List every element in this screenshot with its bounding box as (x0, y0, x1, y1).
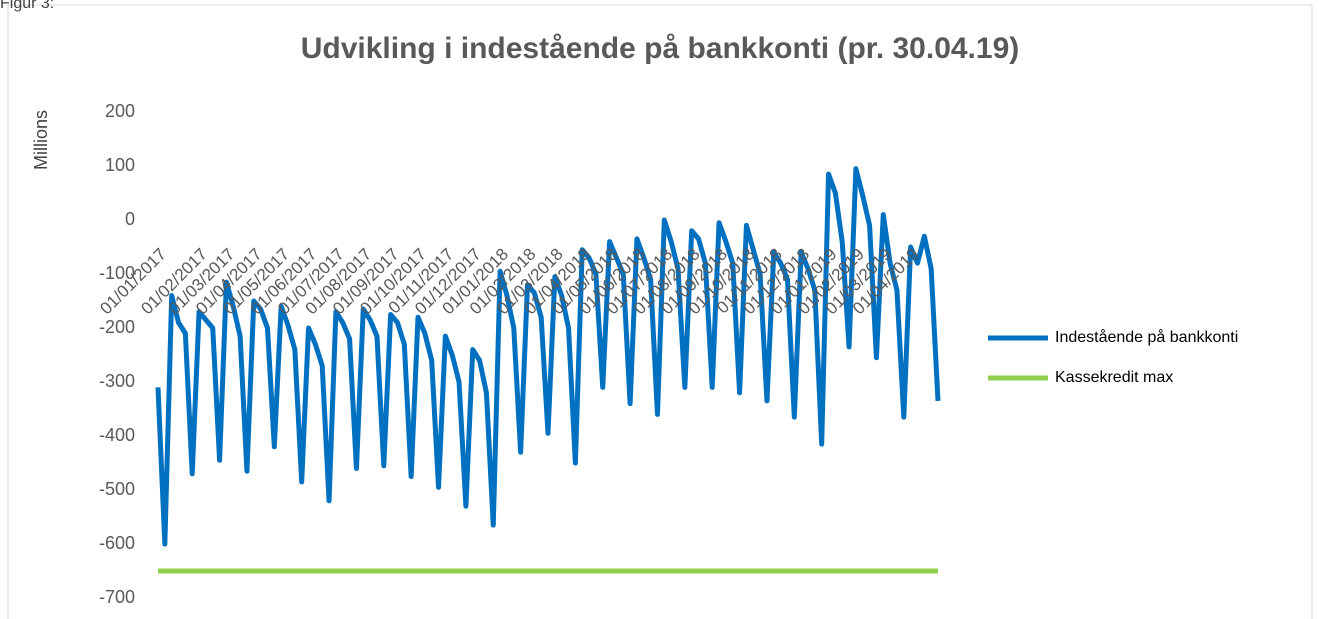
y-tick-label: -200 (99, 317, 135, 337)
legend-label: Kassekredit max (1055, 369, 1173, 386)
caption: Figur 3: (0, 0, 54, 12)
y-tick-label: 0 (125, 209, 135, 229)
y-tick-label: -100 (99, 263, 135, 283)
y-tick-label: 200 (105, 101, 135, 121)
y-tick-label: -400 (99, 425, 135, 445)
y-tick-label: -300 (99, 371, 135, 391)
legend-label: Indestående på bankkonti (1055, 328, 1238, 346)
line-series (155, 166, 941, 547)
y-tick-label: -600 (99, 533, 135, 553)
y-axis-label: Millions (31, 110, 51, 170)
y-tick-label: -700 (99, 587, 135, 607)
chart-title: Udvikling i indestående på bankkonti (pr… (301, 32, 1020, 65)
y-tick-label: 100 (105, 155, 135, 175)
y-tick-label: -500 (99, 479, 135, 499)
